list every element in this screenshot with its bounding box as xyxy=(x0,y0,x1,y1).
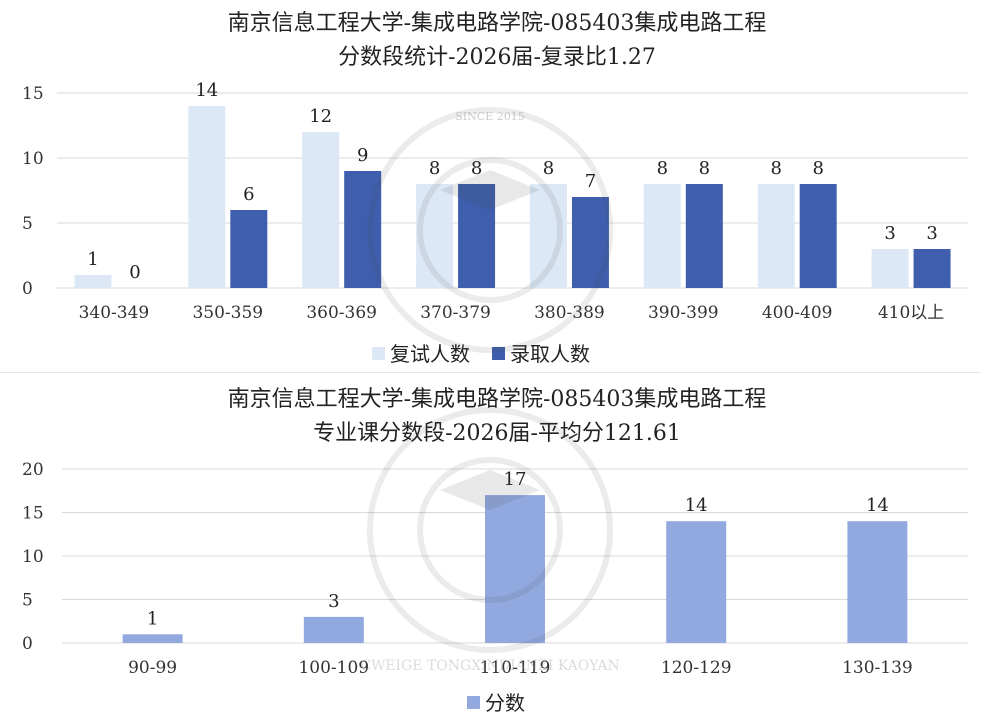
bar-复试人数-380-389 xyxy=(529,184,567,288)
data-label-录取人数-410以上: 3 xyxy=(926,223,937,244)
data-label-分数-110-119: 17 xyxy=(504,469,527,490)
y-tick-label-5: 5 xyxy=(22,214,33,234)
bar-录取人数-400-409 xyxy=(799,184,837,288)
y-tick-label-10: 10 xyxy=(22,149,44,169)
x-tick-label-110-119: 110-119 xyxy=(480,658,551,678)
data-label-录取人数-370-379: 8 xyxy=(471,158,482,179)
data-label-复试人数-400-409: 8 xyxy=(770,158,781,179)
data-label-分数-130-139: 14 xyxy=(866,495,889,516)
bar-录取人数-380-389 xyxy=(571,197,609,288)
data-label-复试人数-390-399: 8 xyxy=(657,158,668,179)
bar-录取人数-390-399 xyxy=(685,184,723,288)
bar-分数-120-129 xyxy=(666,521,727,643)
data-label-复试人数-380-389: 8 xyxy=(543,158,554,179)
data-label-录取人数-350-359: 6 xyxy=(243,184,254,205)
legend-swatch-分数 xyxy=(467,696,480,709)
x-tick-label-370-379: 370-379 xyxy=(420,303,491,323)
x-tick-label-390-399: 390-399 xyxy=(648,303,719,323)
chart-title-line-2: 专业课分数段-2026届-平均分121.61 xyxy=(313,421,681,446)
bar-复试人数-350-359 xyxy=(188,106,226,288)
y-tick-label-0: 0 xyxy=(22,279,33,299)
y-tick-label-15: 15 xyxy=(22,84,44,104)
data-label-分数-120-129: 14 xyxy=(685,495,708,516)
x-tick-label-340-349: 340-349 xyxy=(79,303,150,323)
bar-分数-90-99 xyxy=(122,634,183,643)
data-label-复试人数-350-359: 14 xyxy=(195,80,218,101)
major-course-chart: 南京信息工程大学-集成电路学院-085403集成电路工程专业课分数段-2026届… xyxy=(22,387,968,715)
data-label-录取人数-380-389: 7 xyxy=(585,171,596,192)
chart-panel-score-range: 南京信息工程大学-集成电路学院-085403集成电路工程 分数段统计-2026届-… xyxy=(22,11,968,366)
data-label-录取人数-360-369: 9 xyxy=(357,145,368,166)
y-tick-label-5: 5 xyxy=(22,591,33,611)
x-tick-label-350-359: 350-359 xyxy=(192,303,263,323)
y-tick-label-0: 0 xyxy=(22,634,33,654)
chart-title-line-1: 南京信息工程大学-集成电路学院-085403集成电路工程 xyxy=(228,387,767,412)
legend-label-分数: 分数 xyxy=(485,691,525,715)
y-tick-label-10: 10 xyxy=(22,547,44,567)
legend-swatch-录取人数 xyxy=(492,347,505,360)
x-tick-label-410以上: 410以上 xyxy=(878,303,944,323)
x-tick-label-90-99: 90-99 xyxy=(128,658,177,678)
chart-panel-major-course: 南京信息工程大学-集成电路学院-085403集成电路工程 专业课分数段-2026届… xyxy=(0,376,981,722)
data-label-录取人数-400-409: 8 xyxy=(812,158,823,179)
data-label-复试人数-360-369: 12 xyxy=(309,106,332,127)
x-tick-label-380-389: 380-389 xyxy=(534,303,605,323)
chart-title-line-2: 分数段统计-2026届-复录比1.27 xyxy=(338,45,656,70)
bar-录取人数-370-379 xyxy=(458,184,496,288)
y-tick-label-15: 15 xyxy=(22,504,44,524)
data-label-复试人数-370-379: 8 xyxy=(429,158,440,179)
bar-分数-100-109 xyxy=(303,616,364,643)
bar-录取人数-360-369 xyxy=(344,171,382,288)
bar-分数-130-139 xyxy=(847,521,908,643)
legend-label-复试人数: 复试人数 xyxy=(390,342,470,366)
bar-录取人数-410以上 xyxy=(913,249,951,288)
bar-分数-110-119 xyxy=(485,495,545,643)
bar-复试人数-390-399 xyxy=(643,184,681,288)
bar-复试人数-400-409 xyxy=(757,184,795,288)
x-tick-label-120-129: 120-129 xyxy=(661,658,732,678)
score-range-chart: 南京信息工程大学-集成电路学院-085403集成电路工程分数段统计-2026届-… xyxy=(22,11,968,366)
data-label-复试人数-410以上: 3 xyxy=(884,223,895,244)
data-label-分数-90-99: 1 xyxy=(147,608,158,629)
bar-复试人数-410以上 xyxy=(871,249,909,288)
x-tick-label-360-369: 360-369 xyxy=(306,303,377,323)
legend-label-录取人数: 录取人数 xyxy=(510,342,590,366)
data-label-录取人数-340-349: 0 xyxy=(129,262,140,283)
panel-divider xyxy=(0,372,981,377)
bar-复试人数-360-369 xyxy=(302,132,340,288)
x-tick-label-100-109: 100-109 xyxy=(298,658,369,678)
bar-录取人数-350-359 xyxy=(230,210,268,288)
data-label-分数-100-109: 3 xyxy=(328,591,339,612)
x-tick-label-400-409: 400-409 xyxy=(762,303,833,323)
data-label-录取人数-390-399: 8 xyxy=(699,158,710,179)
legend-swatch-复试人数 xyxy=(372,347,385,360)
bar-复试人数-340-349 xyxy=(74,275,112,288)
bar-复试人数-370-379 xyxy=(416,184,454,288)
y-tick-label-20: 20 xyxy=(22,460,44,480)
data-label-复试人数-340-349: 1 xyxy=(87,249,98,270)
x-tick-label-130-139: 130-139 xyxy=(842,658,913,678)
chart-title-line-1: 南京信息工程大学-集成电路学院-085403集成电路工程 xyxy=(228,11,767,36)
